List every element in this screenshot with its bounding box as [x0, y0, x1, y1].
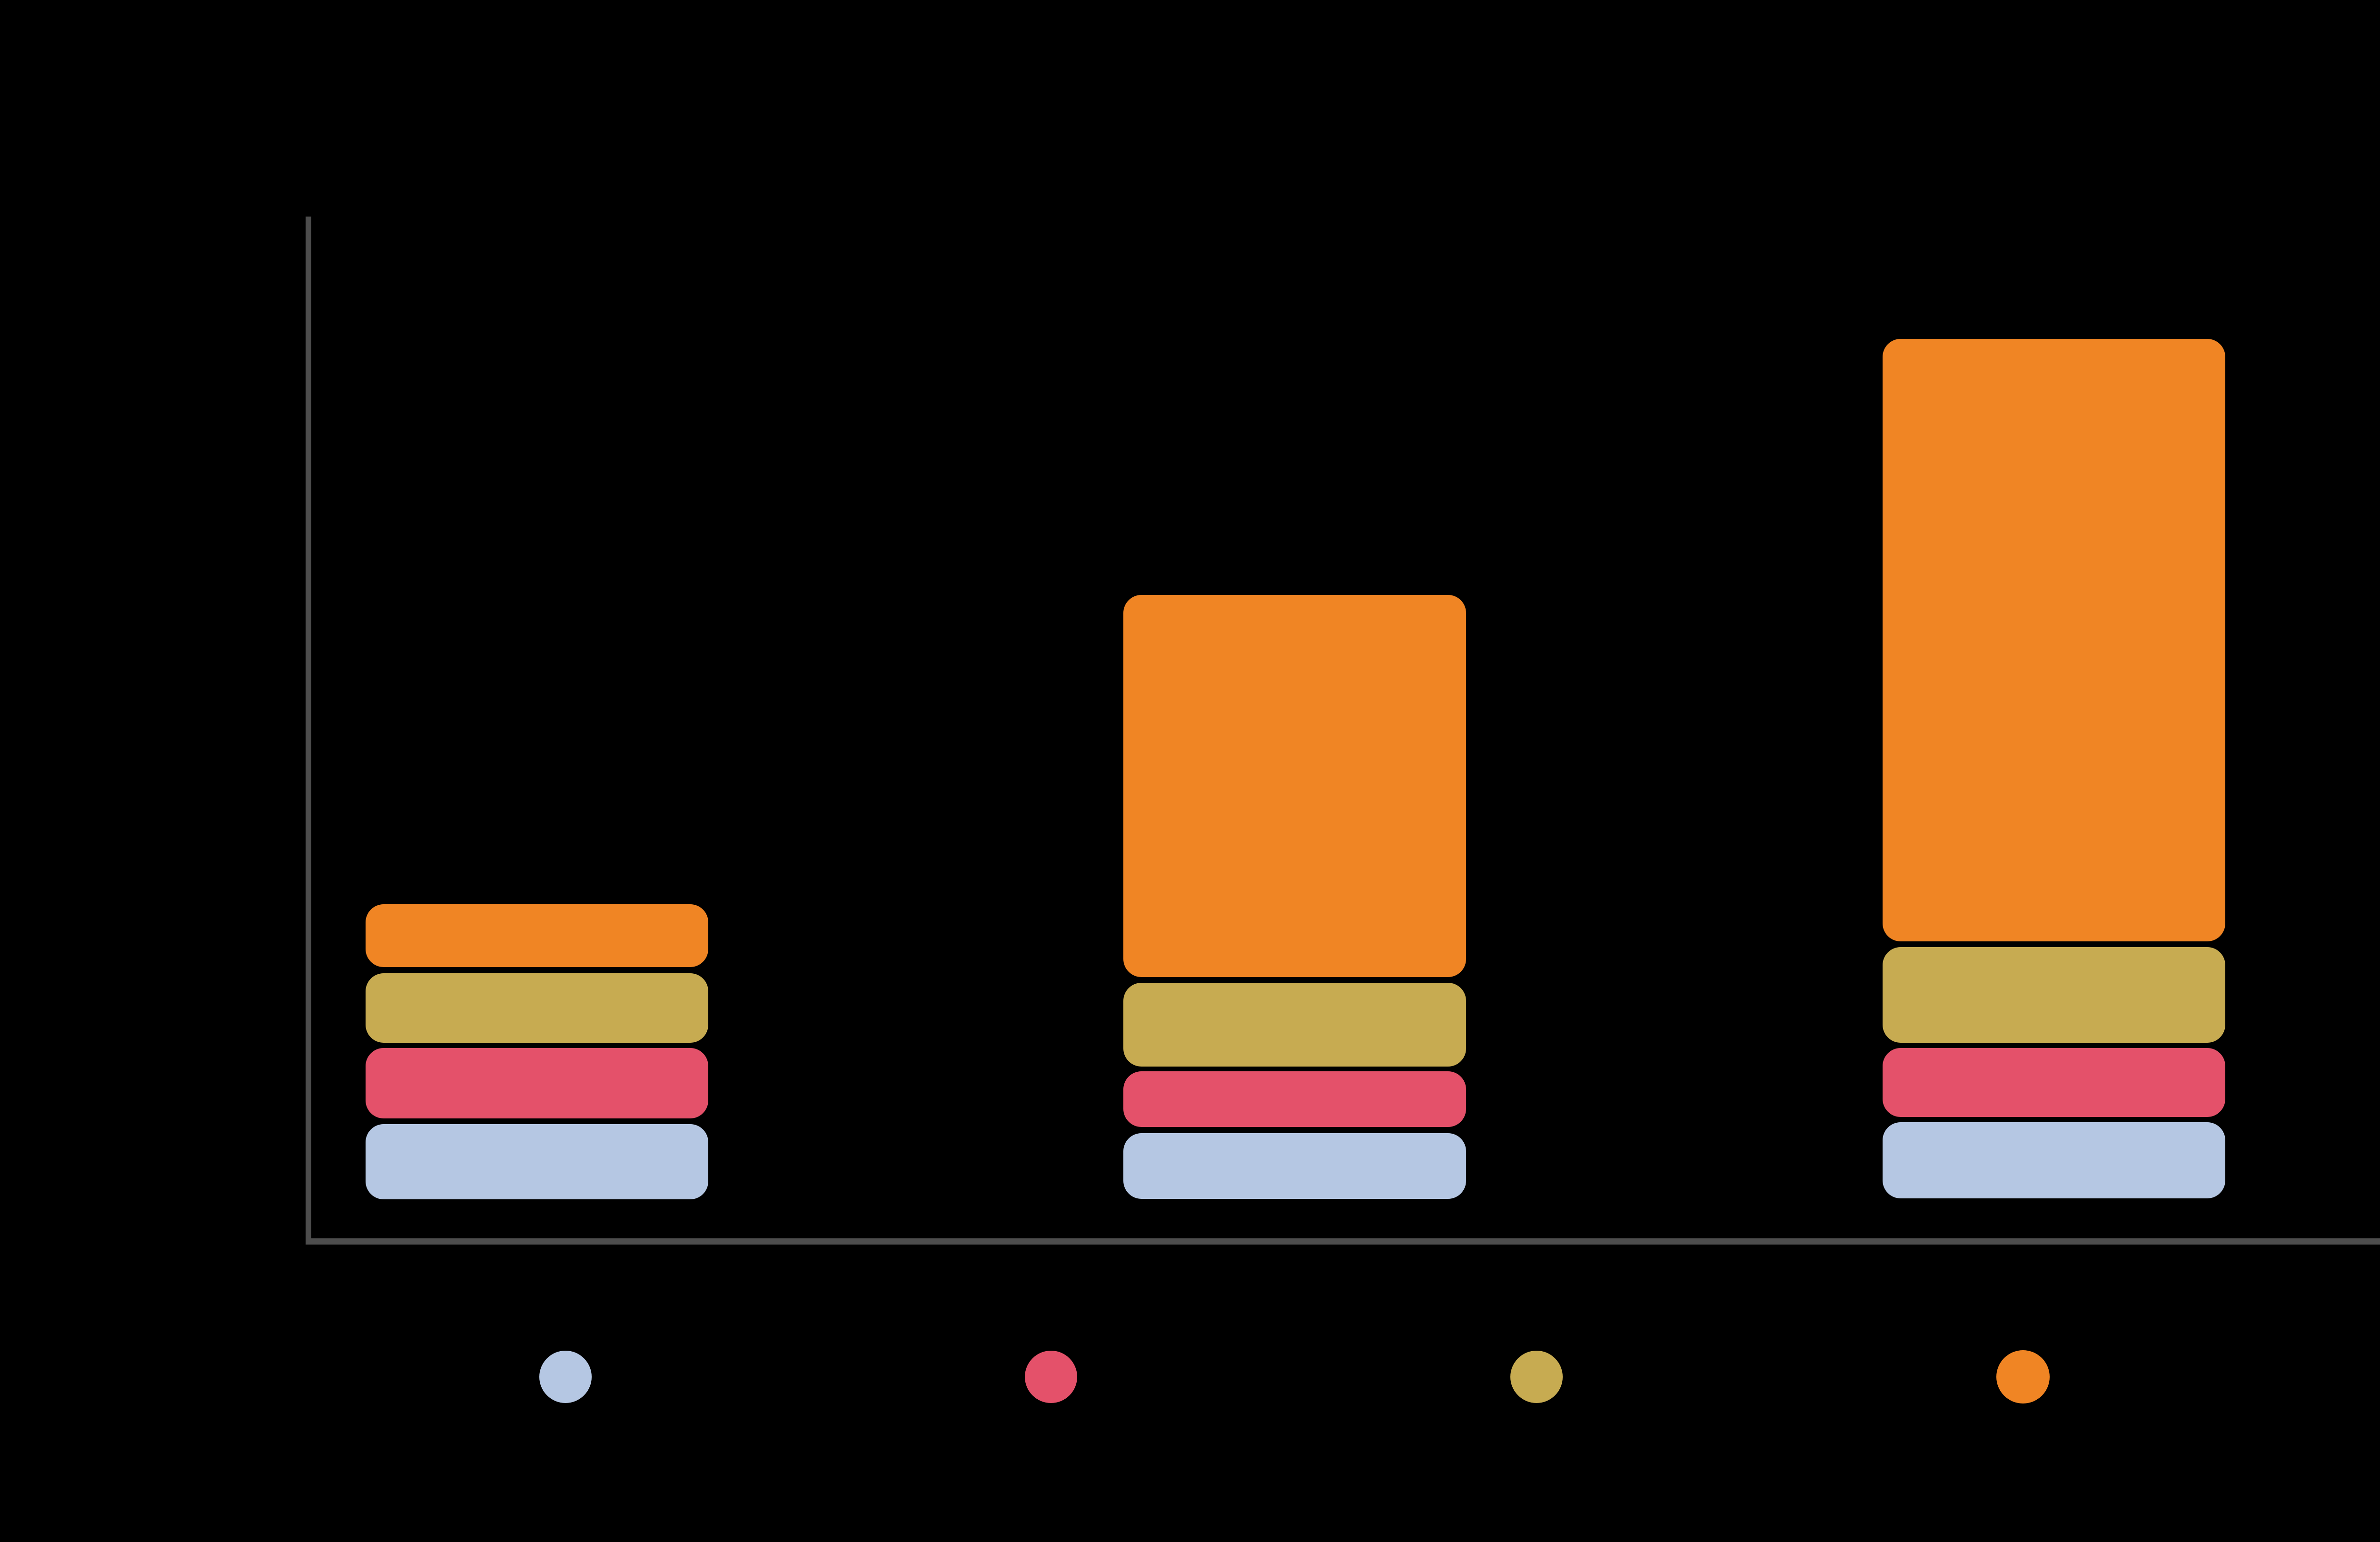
bar-2-segment-lightblue — [1123, 1133, 1466, 1199]
x-axis-line — [306, 1238, 2380, 1245]
legend-marker-lightblue-icon — [539, 1351, 592, 1403]
bar-3-segment-rose — [1883, 1048, 2225, 1117]
bar-1-segment-lightblue — [366, 1124, 708, 1199]
legend-marker-rose-icon — [1025, 1351, 1077, 1403]
y-axis-line — [306, 217, 311, 1245]
bar-2-segment-gold — [1123, 983, 1466, 1067]
bar-1-segment-gold — [366, 973, 708, 1043]
bar-2-segment-rose — [1123, 1071, 1466, 1127]
bar-3-segment-orange — [1883, 339, 2225, 941]
legend-marker-orange-icon — [1996, 1350, 2050, 1404]
bar-1-segment-orange — [366, 904, 708, 967]
bar-3-segment-lightblue — [1883, 1122, 2225, 1198]
bar-1-segment-rose — [366, 1048, 708, 1118]
bar-2-segment-orange — [1123, 595, 1466, 977]
bar-3-segment-gold — [1883, 947, 2225, 1043]
legend-marker-gold-icon — [1510, 1351, 1563, 1403]
